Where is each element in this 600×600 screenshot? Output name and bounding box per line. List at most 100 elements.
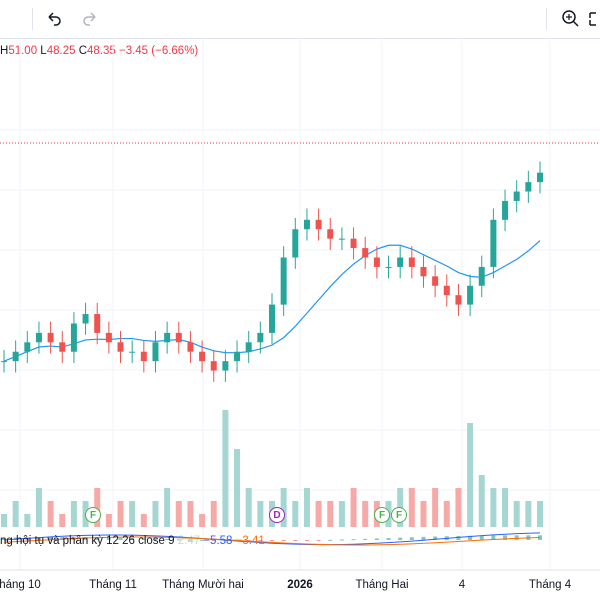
candle-body xyxy=(70,323,77,352)
candle-body xyxy=(525,182,532,192)
candle-body xyxy=(397,257,404,267)
volume-bar xyxy=(408,488,415,527)
macd-histogram-bar xyxy=(514,535,519,540)
fullscreen-icon xyxy=(589,12,596,26)
candle-body xyxy=(105,332,112,343)
candle-body xyxy=(269,304,275,333)
candle-body xyxy=(175,332,182,343)
candle-body xyxy=(152,342,159,362)
ohlc-legend: H51.00 L48.25 C48.35 −3.45 (−6.66%) xyxy=(0,45,198,57)
candle-body xyxy=(467,285,474,305)
toolbar-separator xyxy=(546,8,547,30)
volume-bar xyxy=(105,514,112,527)
macd-histogram-bar xyxy=(398,537,403,540)
macd-histogram-bar xyxy=(246,540,251,541)
candle-body xyxy=(408,257,415,267)
volume-bar xyxy=(140,514,147,527)
volume-bar xyxy=(443,501,450,527)
zoom-icon xyxy=(562,10,579,27)
zoom-button[interactable] xyxy=(557,5,585,33)
macd-histogram-bar xyxy=(48,537,53,540)
price-chart[interactable] xyxy=(0,38,600,600)
candle-body xyxy=(82,314,89,324)
candle-body xyxy=(537,172,543,183)
volume-bar xyxy=(24,514,31,527)
volume-bar xyxy=(164,488,171,527)
macd-histogram-bar xyxy=(211,540,216,541)
macd-legend: ng hội tụ và phân kỳ 12 26 close 9 2.47 … xyxy=(0,535,265,547)
event-badge-d[interactable]: D xyxy=(269,507,285,523)
candle-body xyxy=(187,342,194,352)
macd-histogram-value: 2.47 xyxy=(177,535,201,547)
macd-histogram-bar xyxy=(83,537,88,540)
volume-bar xyxy=(420,501,427,527)
candle-body xyxy=(257,332,264,343)
undo-icon xyxy=(48,12,61,26)
macd-line xyxy=(3,532,541,546)
x-axis-label: háng 10 xyxy=(0,579,41,591)
macd-histogram-bar xyxy=(141,538,146,540)
event-badge-f[interactable]: F xyxy=(391,507,407,523)
macd-histogram-bar xyxy=(491,535,496,540)
macd-histogram-bar xyxy=(106,537,111,540)
volume-bar xyxy=(478,475,485,527)
candle-body xyxy=(210,361,217,371)
candle-body xyxy=(478,266,485,286)
macd-histogram-bar xyxy=(153,538,158,540)
macd-title: ng hội tụ và phân kỳ 12 26 close 9 xyxy=(0,535,175,547)
candle-body xyxy=(420,266,427,277)
redo-icon xyxy=(83,12,96,26)
volume-bar xyxy=(1,514,7,527)
volume-bar xyxy=(245,488,252,527)
macd-histogram-bar xyxy=(456,535,461,540)
signal-line-value: −3.41 xyxy=(235,535,265,547)
volume-bar xyxy=(59,514,66,527)
low-key: L xyxy=(40,45,47,57)
macd-histogram-bar xyxy=(421,536,426,540)
macd-histogram-bar xyxy=(293,540,298,541)
candle-body xyxy=(362,248,369,258)
volume-bar xyxy=(502,488,509,527)
volume-bar xyxy=(490,488,497,527)
macd-histogram-bar xyxy=(176,539,181,541)
macd-histogram-bar xyxy=(468,535,473,540)
fullscreen-button[interactable] xyxy=(588,5,600,33)
volume-bar xyxy=(350,488,357,527)
macd-histogram-bar xyxy=(351,539,356,541)
candle-body xyxy=(24,342,31,352)
macd-histogram-bar xyxy=(200,539,205,541)
candle-body xyxy=(129,351,136,353)
candle-body xyxy=(303,219,310,230)
candle-body xyxy=(117,342,124,352)
event-badge-f[interactable]: F xyxy=(374,507,390,523)
volume-bar xyxy=(117,501,124,527)
candle-body xyxy=(350,238,357,249)
macd-histogram-bar xyxy=(130,538,135,540)
volume-bar xyxy=(175,501,182,527)
volume-bar xyxy=(187,501,194,527)
x-axis-label: 2026 xyxy=(287,579,313,591)
candle-body xyxy=(94,314,101,333)
redo-button[interactable] xyxy=(76,5,104,33)
close-key: C xyxy=(78,45,87,57)
macd-line-value: −5.58 xyxy=(203,535,233,547)
volume-bar xyxy=(525,501,532,527)
chart-toolbar xyxy=(0,0,600,39)
undo-button[interactable] xyxy=(40,5,68,33)
macd-histogram-bar xyxy=(95,537,100,540)
macd-histogram-bar xyxy=(363,538,368,540)
candle-body xyxy=(455,295,462,305)
macd-histogram-bar xyxy=(304,540,309,541)
x-axis-label: Tháng 11 xyxy=(89,579,137,591)
candle-body xyxy=(443,285,450,296)
candle-body xyxy=(327,229,334,239)
macd-histogram-bar xyxy=(270,540,274,541)
candle-body xyxy=(513,191,520,201)
volume-bar xyxy=(292,501,299,527)
volume-bar xyxy=(47,501,54,527)
event-badge-f[interactable]: F xyxy=(85,507,101,523)
volume-bar xyxy=(199,514,206,527)
volume-bar xyxy=(467,423,474,527)
macd-histogram-bar xyxy=(2,537,6,540)
candle-body xyxy=(338,238,345,240)
